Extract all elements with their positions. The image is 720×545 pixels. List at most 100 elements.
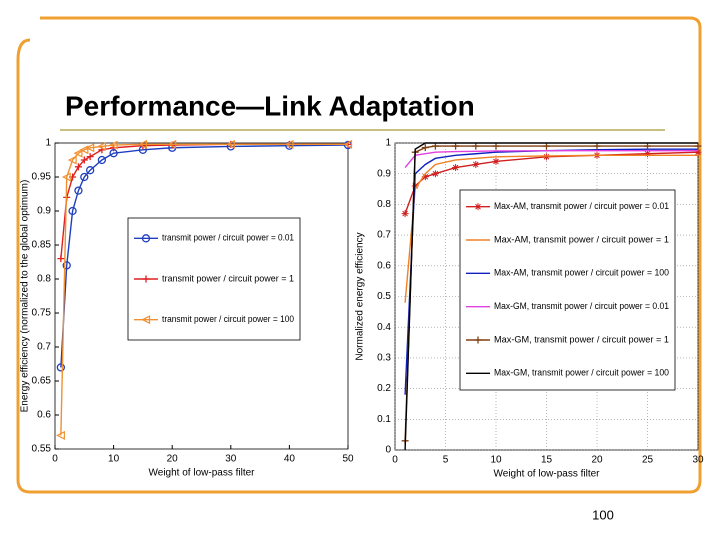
marker [57, 255, 65, 263]
x-axis-label: Weight of low-pass filter [494, 469, 601, 480]
y-tick-label: 0.9 [37, 206, 51, 217]
marker [97, 141, 106, 151]
marker [56, 430, 65, 440]
marker [452, 142, 460, 150]
y-axis-label: Normalized energy efficiency [355, 232, 366, 360]
y-tick-label: 0.95 [32, 172, 52, 183]
marker [644, 150, 651, 158]
series-line [404, 148, 698, 395]
marker [86, 153, 94, 161]
y-tick-label: 0.65 [32, 376, 52, 387]
series-line [404, 154, 698, 303]
marker [80, 172, 89, 182]
series-line [60, 143, 348, 436]
marker [225, 139, 235, 149]
marker [284, 139, 294, 149]
y-tick-label: 1 [385, 138, 391, 149]
marker [85, 143, 95, 153]
y-tick-label: 0.55 [32, 444, 52, 455]
marker [452, 164, 460, 172]
y-tick-label: 0.3 [377, 353, 391, 364]
marker [86, 166, 95, 175]
x-tick-label: 30 [692, 455, 704, 466]
y-tick-label: 0.5 [377, 291, 391, 302]
y-tick-label: 0.1 [377, 414, 391, 425]
y-tick-label: 0.85 [32, 240, 52, 251]
slide-border [16, 16, 702, 494]
legend-label: Max-GM, transmit power / circuit power =… [494, 301, 669, 311]
x-tick-label: 50 [342, 454, 354, 465]
y-tick-label: 0.6 [377, 260, 391, 271]
x-tick-label: 5 [443, 455, 449, 466]
x-tick-label: 20 [167, 454, 179, 465]
marker [492, 157, 500, 165]
legend-label: Max-GM, transmit power / circuit power =… [494, 334, 669, 344]
marker [401, 210, 409, 218]
marker [694, 148, 702, 156]
y-tick-label: 0.4 [377, 322, 391, 333]
legend-label: Max-AM, transmit power / circuit power =… [494, 268, 669, 278]
legend-label: Max-AM, transmit power / circuit power =… [494, 234, 669, 244]
legend-label: Max-AM, transmit power / circuit power =… [494, 201, 669, 211]
marker [421, 173, 429, 181]
marker [431, 142, 439, 150]
marker [68, 206, 77, 216]
legend-label: transmit power / circuit power = 0.01 [162, 233, 294, 243]
marker [543, 142, 550, 150]
y-tick-label: 0.75 [32, 308, 52, 319]
marker [644, 142, 651, 150]
marker [73, 148, 83, 158]
x-tick-label: 30 [225, 454, 237, 465]
marker [79, 145, 89, 155]
marker [343, 139, 353, 149]
y-tick-label: 0.7 [37, 342, 51, 353]
marker [74, 186, 83, 195]
marker [694, 142, 702, 150]
x-tick-label: 40 [284, 454, 296, 465]
x-tick-label: 20 [591, 455, 603, 466]
marker [80, 156, 88, 164]
marker [56, 363, 66, 372]
x-axis-label: Weight of low-pass filter [149, 468, 256, 479]
marker [67, 155, 77, 165]
marker [474, 336, 482, 344]
marker [97, 155, 107, 165]
marker [141, 315, 151, 325]
marker [472, 142, 480, 150]
y-tick-label: 0.8 [377, 199, 391, 210]
marker [62, 261, 71, 270]
x-tick-label: 0 [52, 454, 58, 465]
y-tick-label: 0.2 [377, 383, 391, 394]
marker [108, 140, 118, 150]
series-line [404, 142, 698, 451]
marker [141, 234, 151, 243]
marker [167, 139, 177, 149]
marker [492, 142, 500, 150]
slide-title: Performance—Link Adaptation [65, 90, 475, 121]
marker [593, 142, 601, 150]
marker [421, 144, 429, 152]
legend-label: Max-GM, transmit power / circuit power =… [494, 368, 669, 378]
y-tick-label: 0 [385, 445, 391, 456]
y-axis-label: Energy efficiency (normalized to the glo… [20, 180, 31, 413]
marker [472, 160, 480, 168]
marker [142, 275, 150, 283]
y-tick-label: 0.8 [37, 274, 51, 285]
marker [138, 139, 147, 149]
x-tick-label: 10 [108, 454, 120, 465]
marker [474, 203, 482, 211]
series-line [404, 149, 698, 169]
y-tick-label: 0.6 [37, 410, 51, 421]
marker [61, 172, 71, 182]
page-number: 100 [592, 507, 614, 522]
y-tick-label: 0.7 [377, 230, 391, 241]
legend-box [459, 189, 676, 391]
legend-label: transmit power / circuit power = 1 [162, 273, 294, 283]
y-tick-label: 0.9 [377, 168, 391, 179]
marker [431, 170, 439, 178]
x-tick-label: 0 [392, 455, 398, 466]
y-tick-label: 1 [45, 138, 51, 149]
legend-label: transmit power / circuit power = 100 [162, 314, 294, 324]
x-tick-label: 15 [541, 455, 553, 466]
